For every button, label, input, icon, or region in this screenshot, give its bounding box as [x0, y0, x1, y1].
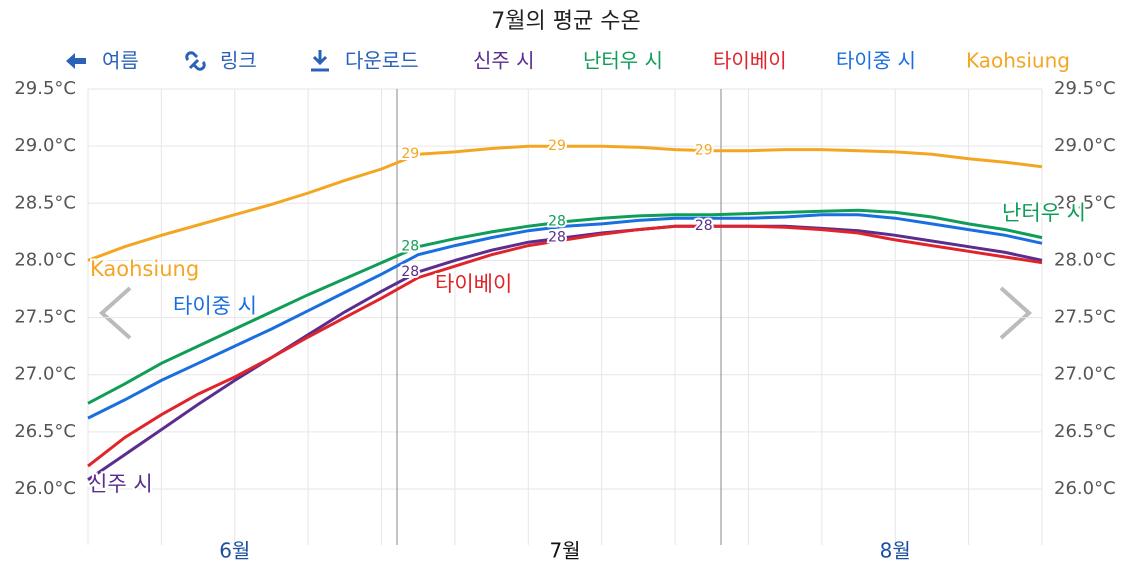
series-line: [87, 144, 1043, 262]
series-label: 난터우 시: [1002, 201, 1086, 225]
data-label: 28: [695, 218, 713, 234]
toolbar-button[interactable]: 다운로드: [345, 49, 419, 73]
series-line: [87, 224, 1043, 482]
series-label: 신주 시: [88, 472, 153, 496]
data-label: 29: [401, 146, 419, 162]
legend-entry[interactable]: 타이베이: [713, 49, 787, 73]
data-label: 28: [401, 264, 419, 280]
x-tick-label: 8월: [880, 539, 911, 563]
data-label: 29: [548, 138, 566, 154]
x-tick-label: 7월: [549, 539, 580, 563]
series-label: Kaohsiung: [90, 257, 199, 281]
toolbar-button[interactable]: 링크: [220, 49, 257, 73]
y2-tick-label: 29.5°C: [1054, 78, 1116, 99]
y-tick-label: 27.0°C: [14, 364, 76, 385]
legend-entry[interactable]: 난터우 시: [583, 49, 663, 73]
data-label: 29: [695, 143, 713, 159]
series-line: [87, 224, 1043, 468]
y-tick-label: 29.0°C: [14, 135, 76, 156]
y2-tick-label: 27.0°C: [1054, 364, 1116, 385]
y-tick-label: 26.0°C: [14, 478, 76, 499]
data-label: 28: [401, 239, 419, 255]
next-arrow[interactable]: [999, 286, 1033, 340]
y2-tick-label: 28.5°C: [1054, 192, 1116, 213]
chart-title: 7월의 평균 수온: [491, 9, 640, 34]
series-line: [87, 213, 1043, 420]
y-tick-label: 29.5°C: [14, 78, 76, 99]
x-tick-label: 6월: [219, 539, 250, 563]
y2-tick-label: 29.0°C: [1054, 135, 1116, 156]
series-line: [87, 208, 1043, 405]
y2-tick-label: 26.0°C: [1054, 478, 1116, 499]
y-tick-label: 27.5°C: [14, 307, 76, 328]
y-tick-label: 28.5°C: [14, 192, 76, 213]
y2-tick-label: 26.5°C: [1054, 421, 1116, 442]
toolbar: 여름 링크 다운로드: [66, 49, 419, 73]
data-label: 28: [548, 214, 566, 230]
series-label: 타이베이: [435, 272, 512, 296]
series-label: 타이중 시: [173, 294, 257, 318]
back-icon[interactable]: [66, 53, 86, 69]
download-icon[interactable]: [311, 50, 329, 72]
y2-tick-label: 28.0°C: [1054, 249, 1116, 270]
toolbar-button[interactable]: 여름: [102, 49, 139, 73]
legend-entry[interactable]: Kaohsiung: [966, 49, 1070, 73]
prev-arrow[interactable]: [98, 286, 132, 340]
data-label: 28: [548, 230, 566, 246]
link-icon[interactable]: [185, 51, 206, 71]
legend-entry[interactable]: 타이중 시: [836, 49, 916, 73]
y-tick-label: 26.5°C: [14, 421, 76, 442]
legend-entry[interactable]: 신주 시: [473, 49, 535, 73]
y2-tick-label: 27.5°C: [1054, 307, 1116, 328]
y-tick-label: 28.0°C: [14, 249, 76, 270]
